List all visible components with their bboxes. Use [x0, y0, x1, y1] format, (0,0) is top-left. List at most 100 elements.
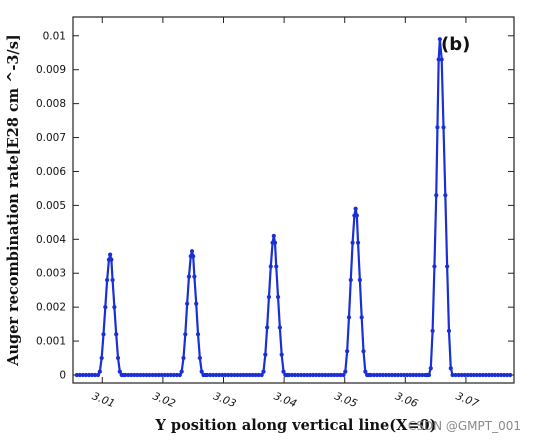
data-point — [263, 352, 268, 357]
data-point — [211, 372, 216, 378]
data-point — [162, 372, 167, 378]
data-point — [446, 328, 452, 333]
data-point — [153, 372, 158, 378]
data-point — [326, 372, 331, 378]
data-point — [445, 264, 450, 269]
data-point — [135, 372, 140, 378]
data-point — [311, 372, 316, 378]
data-point — [147, 372, 152, 378]
data-point — [492, 372, 498, 378]
data-point — [77, 372, 82, 378]
data-point — [241, 372, 246, 378]
data-point — [348, 277, 353, 283]
data-point — [168, 372, 173, 378]
data-point — [179, 369, 184, 374]
data-point — [189, 249, 195, 254]
data-point — [92, 372, 98, 378]
data-point — [498, 372, 504, 378]
data-point — [191, 254, 196, 259]
data-point — [281, 369, 286, 374]
data-point — [192, 274, 197, 279]
panel-label: (b) — [441, 34, 470, 55]
data-point — [474, 372, 479, 378]
data-point — [432, 264, 437, 269]
data-point — [368, 372, 373, 378]
data-point — [505, 372, 510, 378]
data-point — [220, 372, 225, 378]
data-point — [250, 372, 255, 378]
data-point — [117, 369, 122, 374]
data-point — [361, 349, 366, 354]
data-point — [279, 352, 284, 357]
data-point — [338, 372, 343, 378]
y-tick-label: 0.007 — [36, 132, 66, 144]
data-point — [226, 372, 231, 378]
data-point — [453, 372, 458, 378]
data-point — [185, 301, 190, 306]
data-point — [244, 372, 249, 378]
data-point — [428, 366, 433, 371]
data-point — [465, 372, 470, 378]
data-point — [437, 37, 442, 42]
data-point — [323, 372, 328, 378]
data-point — [256, 372, 261, 378]
data-point — [426, 372, 432, 378]
data-point — [477, 372, 482, 378]
data-point — [129, 372, 134, 378]
data-point — [329, 372, 334, 378]
data-point — [272, 240, 278, 245]
y-tick-label: 0.009 — [36, 64, 66, 76]
data-point — [174, 372, 179, 378]
y-axis-title: Auger recombination rate[E28 cm ^-3/s] — [5, 34, 22, 367]
data-point — [259, 372, 264, 378]
data-point — [355, 240, 361, 245]
data-point — [144, 372, 149, 378]
data-point — [108, 252, 113, 257]
data-point — [150, 372, 155, 378]
data-point — [486, 372, 492, 378]
data-point — [110, 277, 115, 283]
data-point — [335, 372, 340, 378]
x-axis-title: Y position along vertical line(X=0) — [155, 417, 437, 434]
data-point — [395, 372, 401, 378]
data-point — [305, 372, 310, 378]
data-point — [295, 372, 301, 378]
data-point — [434, 193, 439, 198]
data-point — [502, 372, 507, 378]
data-point — [229, 372, 234, 378]
data-point — [99, 355, 104, 361]
data-point — [456, 372, 461, 378]
data-point — [132, 372, 137, 378]
data-point — [350, 240, 355, 245]
x-tick-label: 3.03 — [212, 390, 238, 410]
data-point — [480, 372, 486, 378]
data-point — [205, 372, 210, 378]
data-point — [223, 372, 228, 378]
plot-frame — [72, 16, 515, 384]
data-point — [341, 372, 346, 378]
data-point — [114, 332, 119, 337]
data-point — [448, 366, 453, 371]
data-point — [265, 325, 270, 330]
data-point — [411, 372, 416, 378]
series-line — [76, 38, 511, 377]
data-point — [389, 372, 395, 378]
data-point — [115, 355, 121, 361]
data-point — [271, 233, 276, 239]
data-point — [343, 369, 348, 374]
data-point — [402, 372, 407, 378]
y-tick-label: 0.004 — [36, 234, 66, 246]
data-point — [109, 257, 114, 262]
x-tick-label: 3.06 — [393, 390, 419, 410]
data-point — [199, 369, 204, 374]
y-tick-label: 0.002 — [36, 302, 66, 314]
data-point — [208, 372, 213, 378]
data-point — [197, 355, 202, 361]
data-point — [489, 372, 495, 378]
watermark: CSDN @GMPT_001 — [408, 419, 521, 433]
data-point — [353, 206, 358, 211]
x-axis-ticks: 3.01 3.02 3.03 3.04 3.05 3.06 3.07 — [90, 17, 480, 410]
data-point — [308, 372, 313, 378]
data-point — [126, 372, 131, 378]
data-point — [420, 372, 425, 378]
